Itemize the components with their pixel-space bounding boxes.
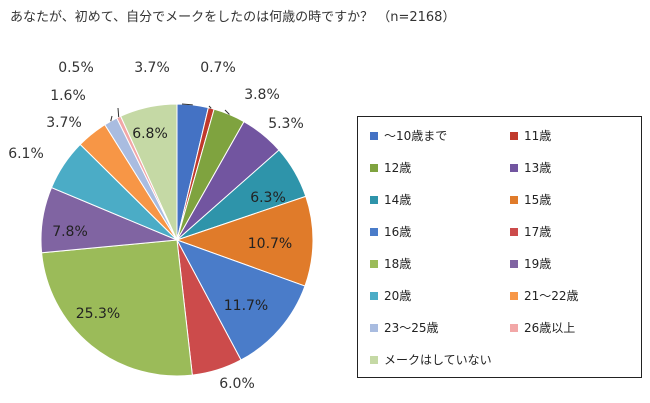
chart-legend: ～10歳まで 11歳 12歳 13歳 14歳 15歳 16歳 17歳 18歳 19歳 20歳 21～2… — [357, 116, 642, 378]
leader-line — [181, 103, 193, 106]
slice-value-label: 3.7% — [134, 60, 170, 76]
slice-value-label: 3.7% — [46, 115, 82, 131]
legend-swatch — [370, 355, 378, 364]
pie-slice — [175, 195, 314, 287]
slice-value-label: 7.8% — [52, 224, 88, 240]
pie-slice — [119, 103, 178, 241]
legend-item: 11歳 — [510, 127, 551, 144]
leader-line — [224, 109, 230, 115]
slice-value-label: 6.1% — [8, 146, 44, 162]
legend-item: 17歳 — [510, 223, 551, 240]
legend-swatch — [510, 131, 518, 140]
legend-label: 21～22歳 — [524, 289, 579, 303]
legend-label: メークはしていない — [384, 353, 492, 367]
leader-line — [110, 115, 113, 122]
legend-swatch — [370, 163, 378, 172]
legend-item: 15歳 — [510, 191, 551, 208]
legend-swatch — [370, 291, 378, 300]
legend-item: 20歳 — [370, 287, 411, 304]
legend-label: 18歳 — [384, 257, 412, 271]
legend-label: 19歳 — [524, 257, 552, 271]
legend-swatch — [510, 163, 518, 172]
legend-item: 23～25歳 — [370, 319, 439, 336]
legend-swatch — [370, 323, 378, 332]
legend-swatch — [370, 195, 378, 204]
legend-item: 13歳 — [510, 159, 551, 176]
slice-value-label: 11.7% — [224, 298, 268, 314]
legend-item: 19歳 — [510, 255, 551, 272]
legend-label: 11歳 — [524, 129, 552, 143]
chart-title: あなたが、初めて、自分でメークをしたのは何歳の時ですか？ （n=2168） — [10, 10, 456, 25]
legend-swatch — [510, 195, 518, 204]
legend-swatch — [510, 291, 518, 300]
slice-value-label: 25.3% — [76, 306, 120, 322]
legend-item: 16歳 — [370, 223, 411, 240]
legend-label: 14歳 — [384, 193, 412, 207]
legend-swatch — [370, 131, 378, 140]
legend-label: 26歳以上 — [524, 321, 576, 335]
legend-label: 20歳 — [384, 289, 412, 303]
legend-item: ～10歳まで — [370, 127, 447, 144]
legend-item: 18歳 — [370, 255, 411, 272]
legend-label: 12歳 — [384, 161, 412, 175]
legend-label: 23～25歳 — [384, 321, 439, 335]
legend-swatch — [510, 259, 518, 268]
legend-item: 26歳以上 — [510, 319, 575, 336]
slice-value-label: 0.7% — [200, 60, 236, 76]
legend-item: 14歳 — [370, 191, 411, 208]
slice-value-label: 6.0% — [219, 376, 255, 392]
legend-item: メークはしていない — [370, 351, 492, 368]
pie-slice — [175, 239, 306, 361]
slice-value-label: 0.5% — [58, 60, 94, 76]
slice-value-label: 10.7% — [248, 236, 292, 252]
legend-swatch — [510, 227, 518, 236]
slice-value-label: 6.8% — [132, 126, 168, 142]
legend-label: 17歳 — [524, 225, 552, 239]
legend-item: 12歳 — [370, 159, 411, 176]
slice-value-label: 5.3% — [268, 116, 304, 132]
slice-value-label: 6.3% — [250, 190, 286, 206]
legend-swatch — [370, 227, 378, 236]
legend-label: ～10歳まで — [384, 129, 448, 143]
slice-value-label: 1.6% — [50, 88, 86, 104]
leader-line — [117, 107, 120, 118]
legend-item: 21～22歳 — [510, 287, 579, 304]
legend-swatch — [370, 259, 378, 268]
slice-value-label: 3.8% — [244, 87, 280, 103]
legend-label: 13歳 — [524, 161, 552, 175]
legend-label: 16歳 — [384, 225, 412, 239]
leader-line — [208, 105, 212, 109]
legend-swatch — [510, 323, 518, 332]
pie-slice — [41, 239, 193, 377]
legend-label: 15歳 — [524, 193, 552, 207]
